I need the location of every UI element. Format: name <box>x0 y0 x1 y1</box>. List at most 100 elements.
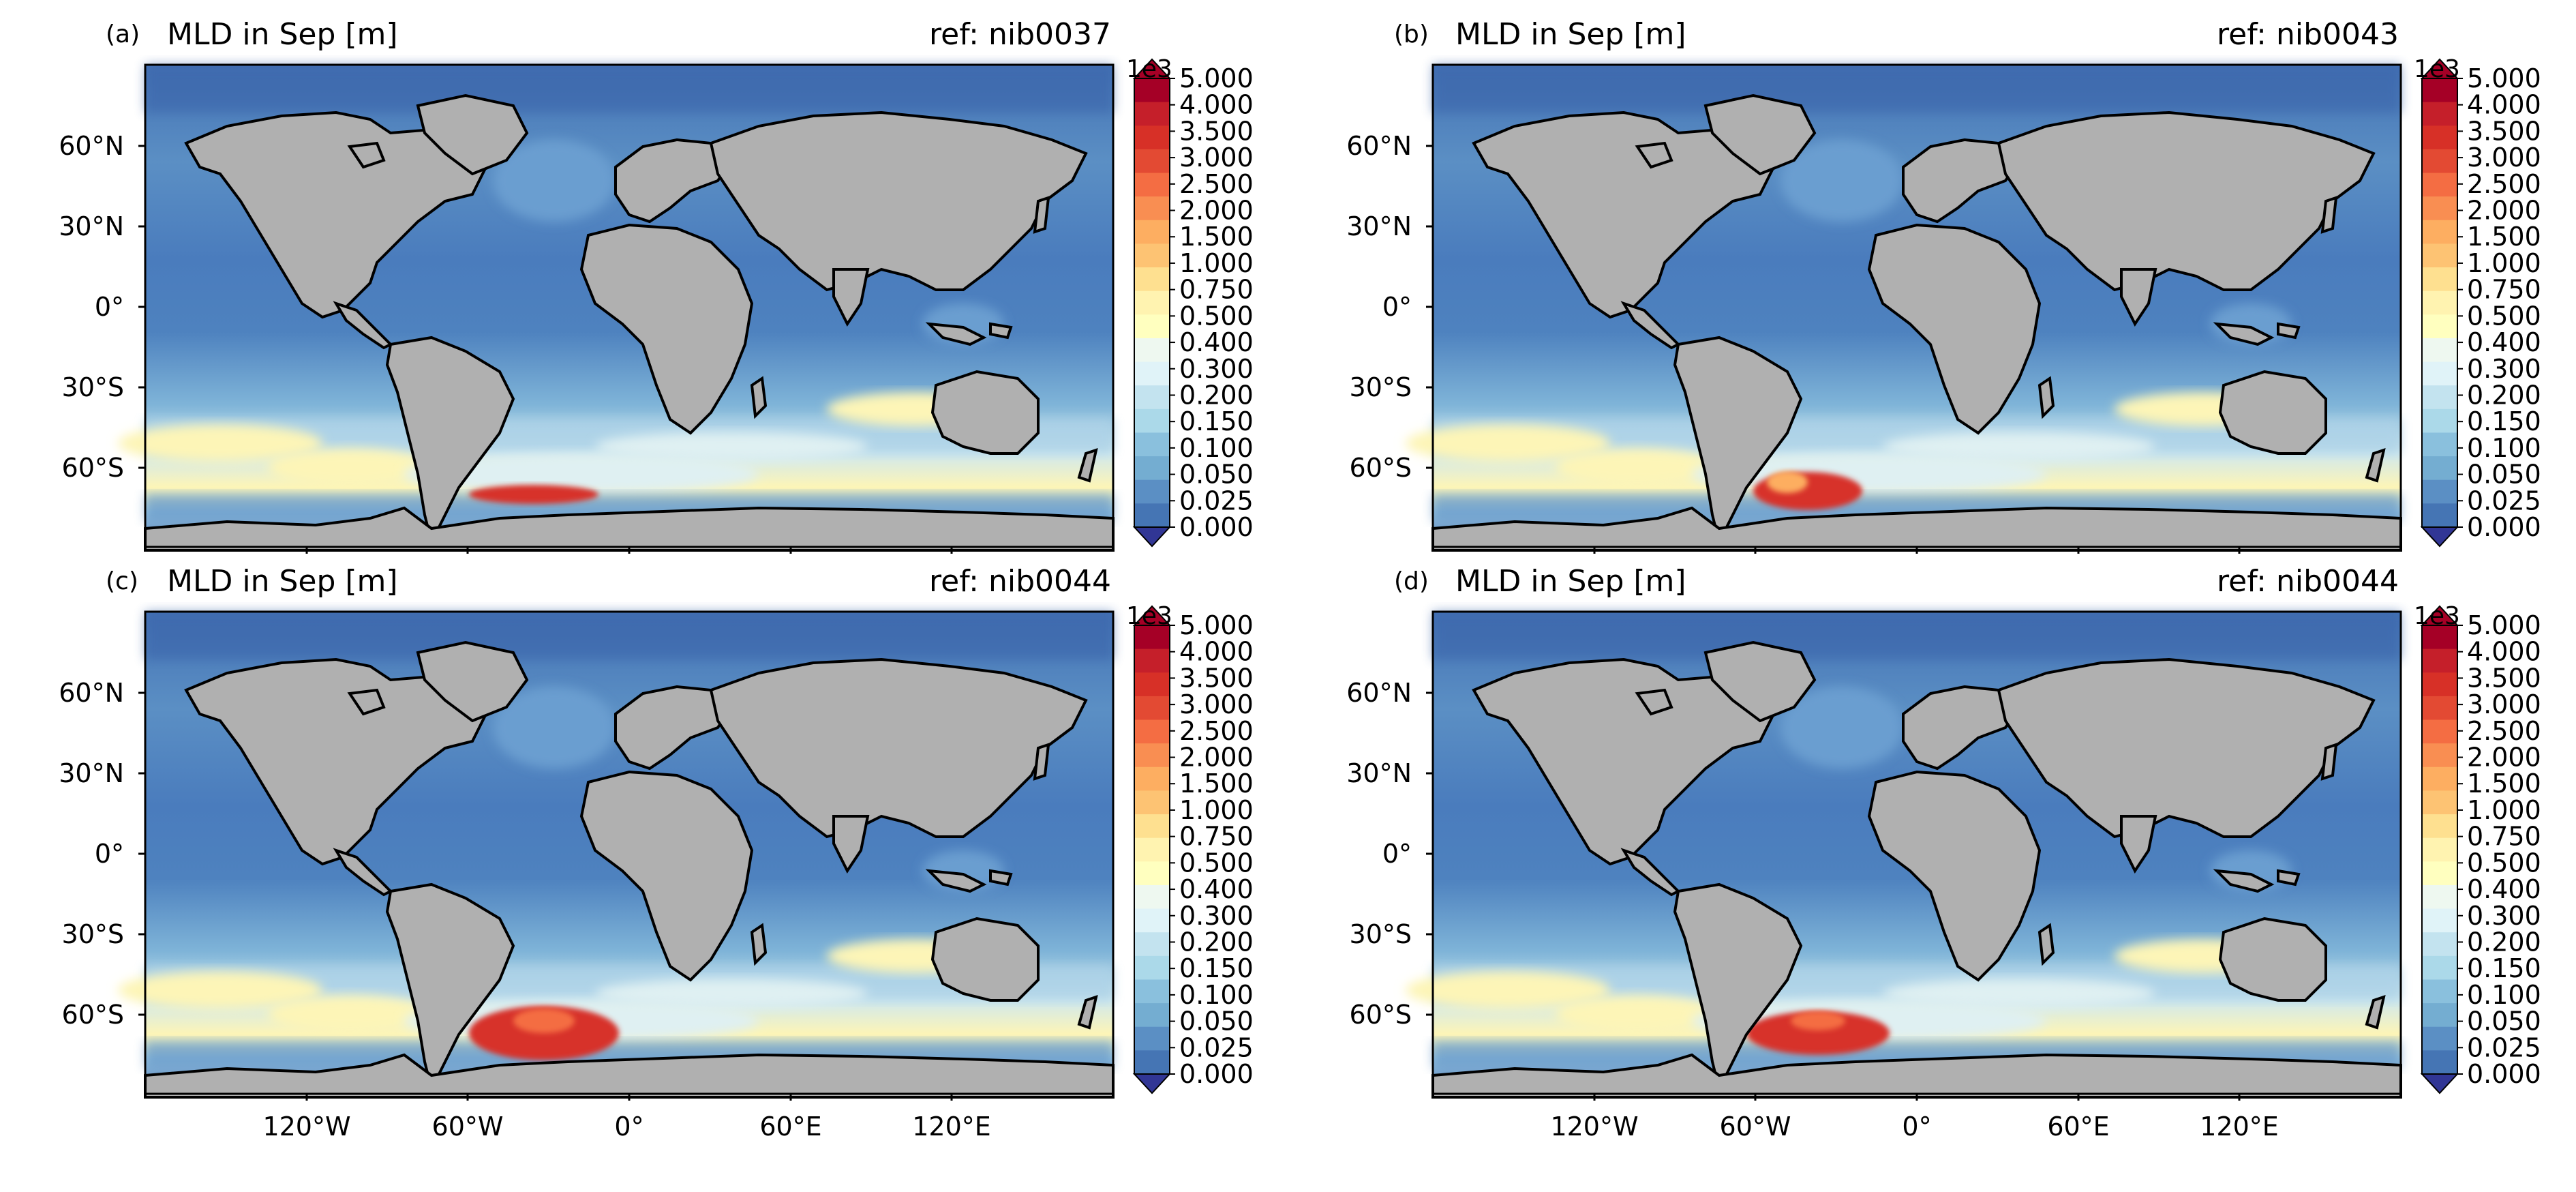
lat-tick-label: 60°N <box>59 678 124 708</box>
colorbar-tick-label: 2.500 <box>2467 169 2541 199</box>
colorbar-segment <box>1134 149 1170 174</box>
colorbar-segment <box>1134 196 1170 221</box>
colorbar-under-extend <box>1132 1073 1172 1094</box>
colorbar-multiplier: 1e3 <box>2414 602 2460 630</box>
map-panel-b <box>1406 63 2402 552</box>
colorbar-segment <box>2422 908 2457 933</box>
lat-tick-label: 60°S <box>1350 1000 1412 1030</box>
colorbar-tick-label: 0.000 <box>2467 512 2541 542</box>
colorbar-segment <box>2422 432 2457 457</box>
colorbar-tick-label: 3.500 <box>1179 116 1254 146</box>
lon-tick-label: 60°W <box>1720 1112 1791 1142</box>
colorbar-segment <box>1134 479 1170 504</box>
colorbar-segment <box>1134 173 1170 197</box>
panel-title: MLD in Sep [m] <box>167 17 398 52</box>
colorbar-tick-label: 0.500 <box>1179 848 1254 878</box>
lat-tick-label: 60°N <box>1346 678 1412 708</box>
colorbar: 1e3 5.0004.0003.5003.0002.5002.0001.5001.… <box>1126 602 1254 1094</box>
colorbar-segment <box>1134 408 1170 433</box>
lon-tick-label: 120°E <box>912 1112 991 1142</box>
lat-tick-label: 60°N <box>1346 131 1412 161</box>
colorbar-segment <box>2422 955 2457 980</box>
colorbar-segment <box>2422 102 2457 126</box>
colorbar-tick-label: 5.000 <box>1179 63 1254 93</box>
colorbar-segment <box>2422 672 2457 697</box>
colorbar-segment <box>1134 979 1170 1004</box>
colorbar-tick-label: 0.200 <box>2467 380 2541 410</box>
colorbar: 1e3 5.0004.0003.5003.0002.5002.0001.5001.… <box>2414 602 2541 1094</box>
colorbar-tick-label: 1.500 <box>1179 222 1254 252</box>
colorbar-tick-label: 0.400 <box>1179 327 1254 357</box>
weddell-deep-mixing-patch <box>469 485 598 504</box>
colorbar-segment <box>2422 719 2457 744</box>
colorbar-segment <box>2422 861 2457 886</box>
colorbar-tick-label: 0.050 <box>2467 460 2541 490</box>
colorbar-segment <box>1134 290 1170 315</box>
lon-tick-label: 0° <box>1902 1112 1931 1142</box>
lat-tick-label: 30°N <box>59 211 124 241</box>
colorbar-segment <box>1134 361 1170 386</box>
colorbar-tick-label: 0.200 <box>1179 380 1254 410</box>
colorbar-tick-label: 4.000 <box>1179 637 1254 667</box>
colorbar-tick-label: 0.500 <box>2467 301 2541 331</box>
colorbar-tick-label: 1.000 <box>1179 248 1254 278</box>
colorbar-segment <box>1134 766 1170 791</box>
colorbar-segment <box>2422 408 2457 433</box>
lat-tick-label: 0° <box>1382 292 1412 322</box>
colorbar-segment <box>1134 456 1170 481</box>
map-panel-a <box>118 63 1115 552</box>
colorbar-tick-label: 0.150 <box>1179 406 1254 436</box>
colorbar-segment <box>1134 719 1170 744</box>
colorbar-tick-label: 1.000 <box>2467 795 2541 825</box>
lon-tick-label: 120°W <box>1550 1112 1638 1142</box>
colorbar-under-extend <box>2420 526 2459 548</box>
colorbar-tick-label: 0.025 <box>2467 486 2541 516</box>
colorbar-tick-label: 0.050 <box>1179 460 1254 490</box>
colorbar-segment <box>2422 979 2457 1004</box>
colorbar-segment <box>2422 125 2457 150</box>
colorbar-segment <box>1134 432 1170 457</box>
colorbar: 1e3 5.0004.0003.5003.0002.5002.0001.5001.… <box>1126 55 1254 548</box>
colorbar-tick-label: 3.000 <box>2467 689 2541 719</box>
colorbar-tick-label: 0.100 <box>1179 980 1254 1010</box>
colorbar-multiplier: 1e3 <box>1126 602 1172 630</box>
colorbar-tick-label: 2.500 <box>1179 169 1254 199</box>
lon-tick-label: 120°E <box>2200 1112 2279 1142</box>
map-panel-d <box>1406 610 2402 1099</box>
colorbar-tick-label: 0.300 <box>1179 354 1254 384</box>
panel-ref: ref: nib0043 <box>2217 17 2399 52</box>
colorbar-tick-label: 0.100 <box>2467 980 2541 1010</box>
lat-tick-label: 30°S <box>62 919 124 949</box>
colorbar-tick-label: 0.025 <box>1179 486 1254 516</box>
colorbar-tick-label: 0.400 <box>2467 327 2541 357</box>
panel-title: MLD in Sep [m] <box>167 564 398 599</box>
colorbar-tick-label: 0.750 <box>2467 275 2541 305</box>
colorbar-tick-label: 0.000 <box>1179 512 1254 542</box>
lat-tick-label: 30°N <box>1346 758 1412 788</box>
colorbar-tick-label: 1.000 <box>1179 795 1254 825</box>
colorbar-tick-label: 2.500 <box>1179 716 1254 746</box>
colorbar-tick-label: 3.500 <box>2467 663 2541 693</box>
colorbar-tick-label: 4.000 <box>2467 90 2541 120</box>
colorbar-segment <box>2422 220 2457 244</box>
colorbar-tick-label: 0.050 <box>2467 1007 2541 1037</box>
lon-tick-label: 120°W <box>262 1112 350 1142</box>
colorbar-tick-label: 0.150 <box>2467 953 2541 983</box>
colorbar-segment <box>1134 503 1170 528</box>
colorbar-segment <box>1134 267 1170 292</box>
lat-tick-label: 60°S <box>62 453 124 483</box>
colorbar-tick-label: 0.300 <box>2467 354 2541 384</box>
lat-tick-label: 30°S <box>1350 372 1412 402</box>
colorbar-segment <box>2422 790 2457 815</box>
colorbar-segment <box>2422 314 2457 339</box>
colorbar-segment <box>2422 649 2457 673</box>
colorbar-tick-label: 0.400 <box>2467 874 2541 904</box>
panel-ref: ref: nib0044 <box>929 564 1111 599</box>
lat-tick-label: 0° <box>95 839 124 869</box>
colorbar-tick-label: 2.000 <box>1179 196 1254 226</box>
colorbar-segment <box>1134 861 1170 886</box>
colorbar-segment <box>1134 908 1170 933</box>
colorbar-segment <box>1134 790 1170 815</box>
colorbar-segment <box>1134 385 1170 410</box>
colorbar-segment <box>1134 220 1170 244</box>
